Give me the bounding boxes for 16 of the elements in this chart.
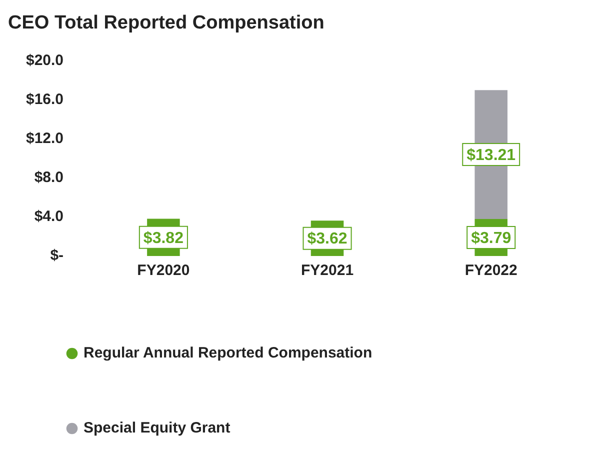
legend-label: Regular Annual Reported Compensation [84, 344, 372, 362]
data-label: $3.79 [471, 230, 512, 247]
y-tick-label: $12.0 [26, 130, 64, 148]
data-label: $13.21 [466, 146, 516, 164]
x-tick-label: FY2021 [300, 262, 354, 280]
x-tick-label: FY2022 [464, 262, 518, 280]
y-tick-label: $- [50, 247, 64, 264]
x-tick-label: FY2020 [137, 262, 190, 280]
data-label: $3.62 [307, 230, 348, 248]
legend-label: Special Equity Grant [84, 420, 230, 437]
y-tick-label: $16.0 [26, 90, 64, 108]
y-tick-label: $20.0 [26, 52, 64, 69]
y-tick-label: $8.0 [34, 169, 64, 186]
data-label: $3.82 [143, 230, 184, 247]
chart-title: CEO Total Reported Compensation [8, 12, 324, 34]
y-tick-label: $4.0 [34, 208, 64, 226]
